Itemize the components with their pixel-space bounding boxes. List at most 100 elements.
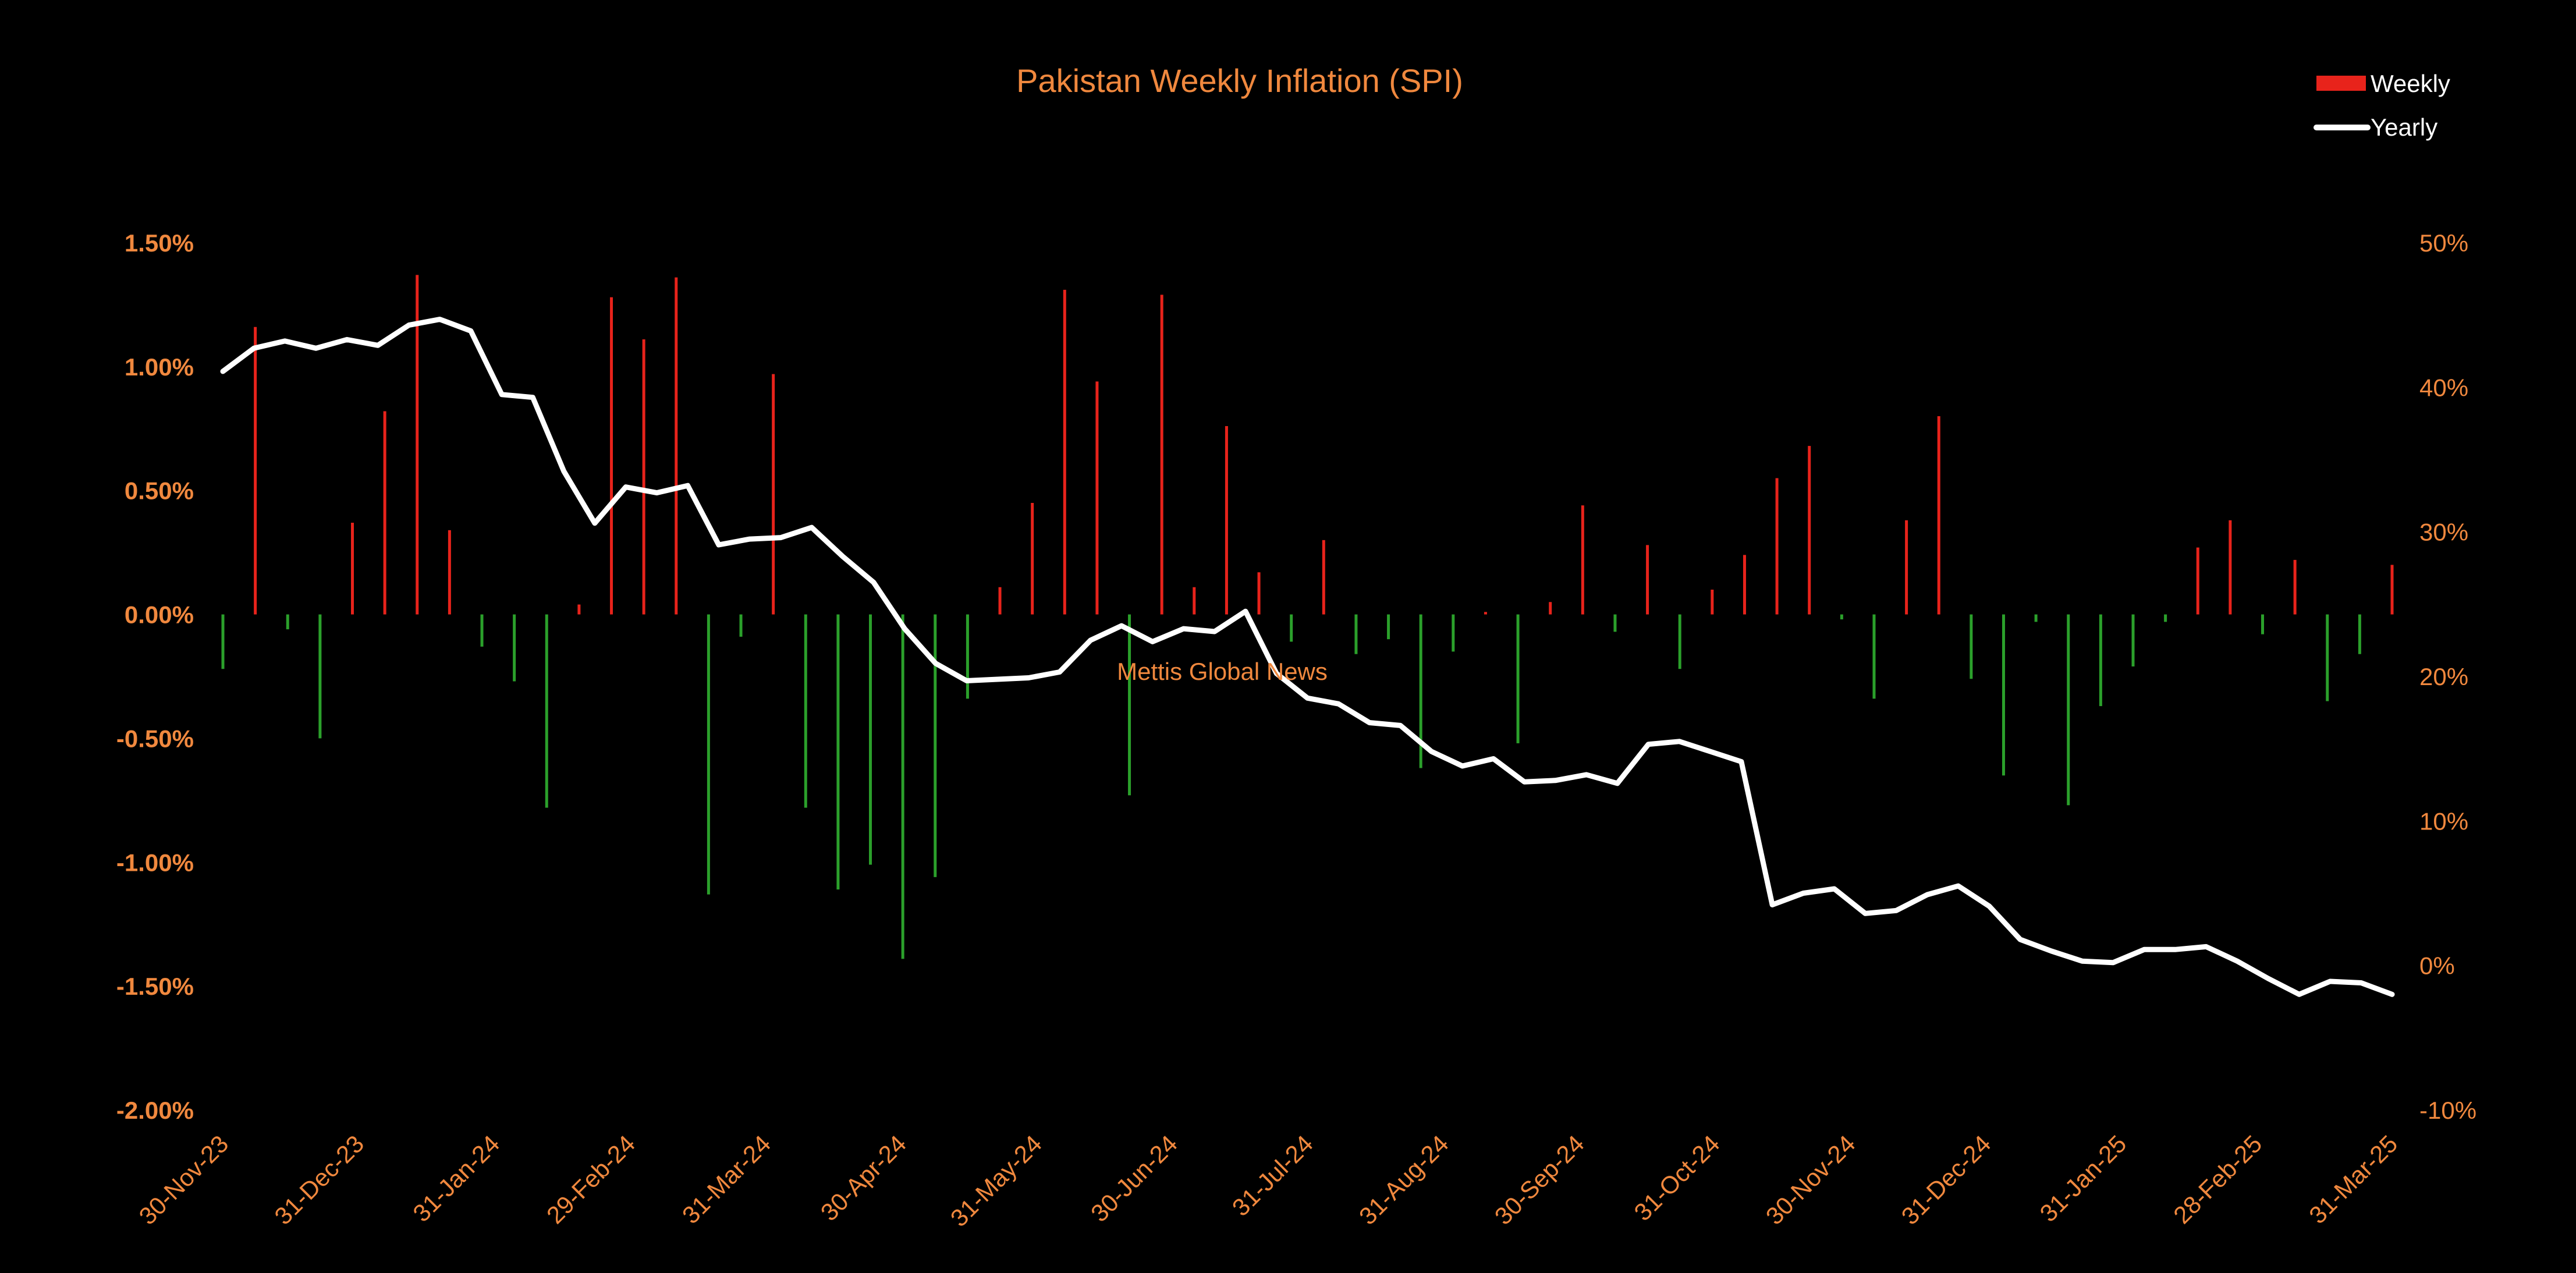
weekly-bar <box>254 327 257 615</box>
yearly-point <box>594 522 595 524</box>
weekly-bar <box>2131 614 2135 666</box>
yearly-point <box>1740 761 1742 763</box>
weekly-bar <box>998 587 1002 615</box>
right-axis-tick-label: 0% <box>2419 952 2455 980</box>
legend-weekly-swatch <box>2316 76 2366 91</box>
yearly-point <box>2050 950 2052 952</box>
left-axis-tick-label: 1.50% <box>125 229 194 257</box>
weekly-bar <box>675 277 678 615</box>
weekly-bars <box>221 275 2394 959</box>
yearly-point <box>935 662 936 664</box>
yearly-point <box>2268 978 2269 980</box>
yearly-point <box>1896 910 1897 912</box>
weekly-bar <box>1322 540 1325 615</box>
right-axis-tick-label: 10% <box>2419 807 2468 835</box>
weekly-bar <box>286 614 289 630</box>
yearly-point <box>222 371 223 373</box>
weekly-bar <box>2164 614 2167 622</box>
yearly-point <box>2236 960 2238 962</box>
yearly-point <box>656 492 658 494</box>
yearly-point <box>966 680 967 682</box>
yearly-point <box>687 485 689 487</box>
weekly-bar <box>383 411 386 615</box>
weekly-bar <box>1872 614 1876 699</box>
left-axis-tick-label: -1.50% <box>116 973 194 1000</box>
yearly-point <box>1245 611 1247 612</box>
yearly-point <box>718 544 719 546</box>
yearly-point <box>2081 960 2083 962</box>
weekly-bar <box>2196 547 2199 615</box>
weekly-bar <box>318 614 322 739</box>
yearly-point <box>2144 949 2145 951</box>
yearly-point <box>439 318 441 320</box>
yearly-point <box>997 678 999 680</box>
yearly-point <box>1431 751 1432 753</box>
weekly-bar <box>577 604 581 615</box>
yearly-point <box>1400 725 1401 726</box>
yearly-point <box>1307 697 1308 699</box>
yearly-point <box>1059 671 1060 673</box>
right-axis-tick-label: 20% <box>2419 663 2468 690</box>
weekly-bar <box>934 614 937 877</box>
yearly-point <box>1679 740 1680 742</box>
yearly-point <box>749 538 751 540</box>
weekly-bar <box>836 614 840 890</box>
yearly-point <box>1492 758 1494 760</box>
left-axis: 1.50% 1.00% 0.50% 0.00% -0.50% -1.00% -1.50% -2… <box>116 229 194 1124</box>
yearly-point <box>1524 781 1525 783</box>
weekly-bar <box>1516 614 1520 743</box>
yearly-point <box>408 324 410 326</box>
yearly-point <box>1461 765 1463 767</box>
weekly-bar <box>513 614 516 682</box>
weekly-bar <box>1290 614 1293 642</box>
weekly-bar <box>1257 572 1261 615</box>
weekly-bar <box>1937 416 1940 615</box>
weekly-bar <box>642 339 645 615</box>
weekly-bar <box>2002 614 2005 776</box>
weekly-bar <box>901 614 904 959</box>
yearly-point <box>811 527 812 529</box>
yearly-point <box>470 330 471 332</box>
yearly-point <box>2112 962 2114 963</box>
left-axis-tick-label: -0.50% <box>116 725 194 752</box>
yearly-point <box>2205 946 2207 948</box>
weekly-bar <box>1452 614 1455 652</box>
left-axis-tick-label: 0.50% <box>125 477 194 505</box>
weekly-bar <box>1225 426 1228 615</box>
yearly-series <box>220 317 2395 997</box>
yearly-point <box>501 393 503 395</box>
weekly-bar <box>1549 602 1552 615</box>
yearly-point <box>1709 751 1711 753</box>
right-axis-tick-label: 50% <box>2419 229 2468 257</box>
legend-yearly-label: Yearly <box>2371 114 2437 141</box>
weekly-bar <box>610 297 613 615</box>
yearly-point <box>780 537 782 538</box>
weekly-bar <box>545 614 548 808</box>
weekly-bar <box>1354 614 1358 654</box>
right-axis: 50% 40% 30% 20% 10% 0% -10% <box>2419 229 2476 1124</box>
yearly-point <box>1337 703 1339 705</box>
yearly-point <box>1833 888 1835 890</box>
weekly-bar <box>1743 555 1746 615</box>
yearly-point <box>625 486 627 488</box>
watermark: Mettis Global News <box>1117 658 1328 685</box>
yearly-point <box>904 628 906 630</box>
weekly-bar <box>1613 614 1617 632</box>
yearly-point <box>1803 892 1804 894</box>
yearly-point <box>315 347 317 349</box>
weekly-bar <box>1678 614 1681 669</box>
yearly-point <box>1957 885 1959 887</box>
right-axis-tick-label: -10% <box>2419 1097 2476 1124</box>
weekly-bar <box>2326 614 2329 701</box>
weekly-bar <box>1128 614 1131 796</box>
weekly-bar <box>1419 614 1422 768</box>
weekly-bar <box>1711 590 1714 615</box>
yearly-point <box>1090 639 1091 641</box>
weekly-bar <box>1840 614 1843 620</box>
yearly-point <box>2020 938 2021 940</box>
yearly-point <box>1648 743 1649 745</box>
yearly-point <box>1616 782 1618 784</box>
yearly-point <box>346 339 347 341</box>
weekly-bar <box>2358 614 2361 654</box>
